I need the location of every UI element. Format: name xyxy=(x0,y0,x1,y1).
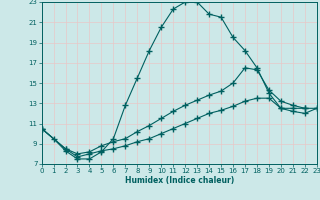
X-axis label: Humidex (Indice chaleur): Humidex (Indice chaleur) xyxy=(124,176,234,185)
